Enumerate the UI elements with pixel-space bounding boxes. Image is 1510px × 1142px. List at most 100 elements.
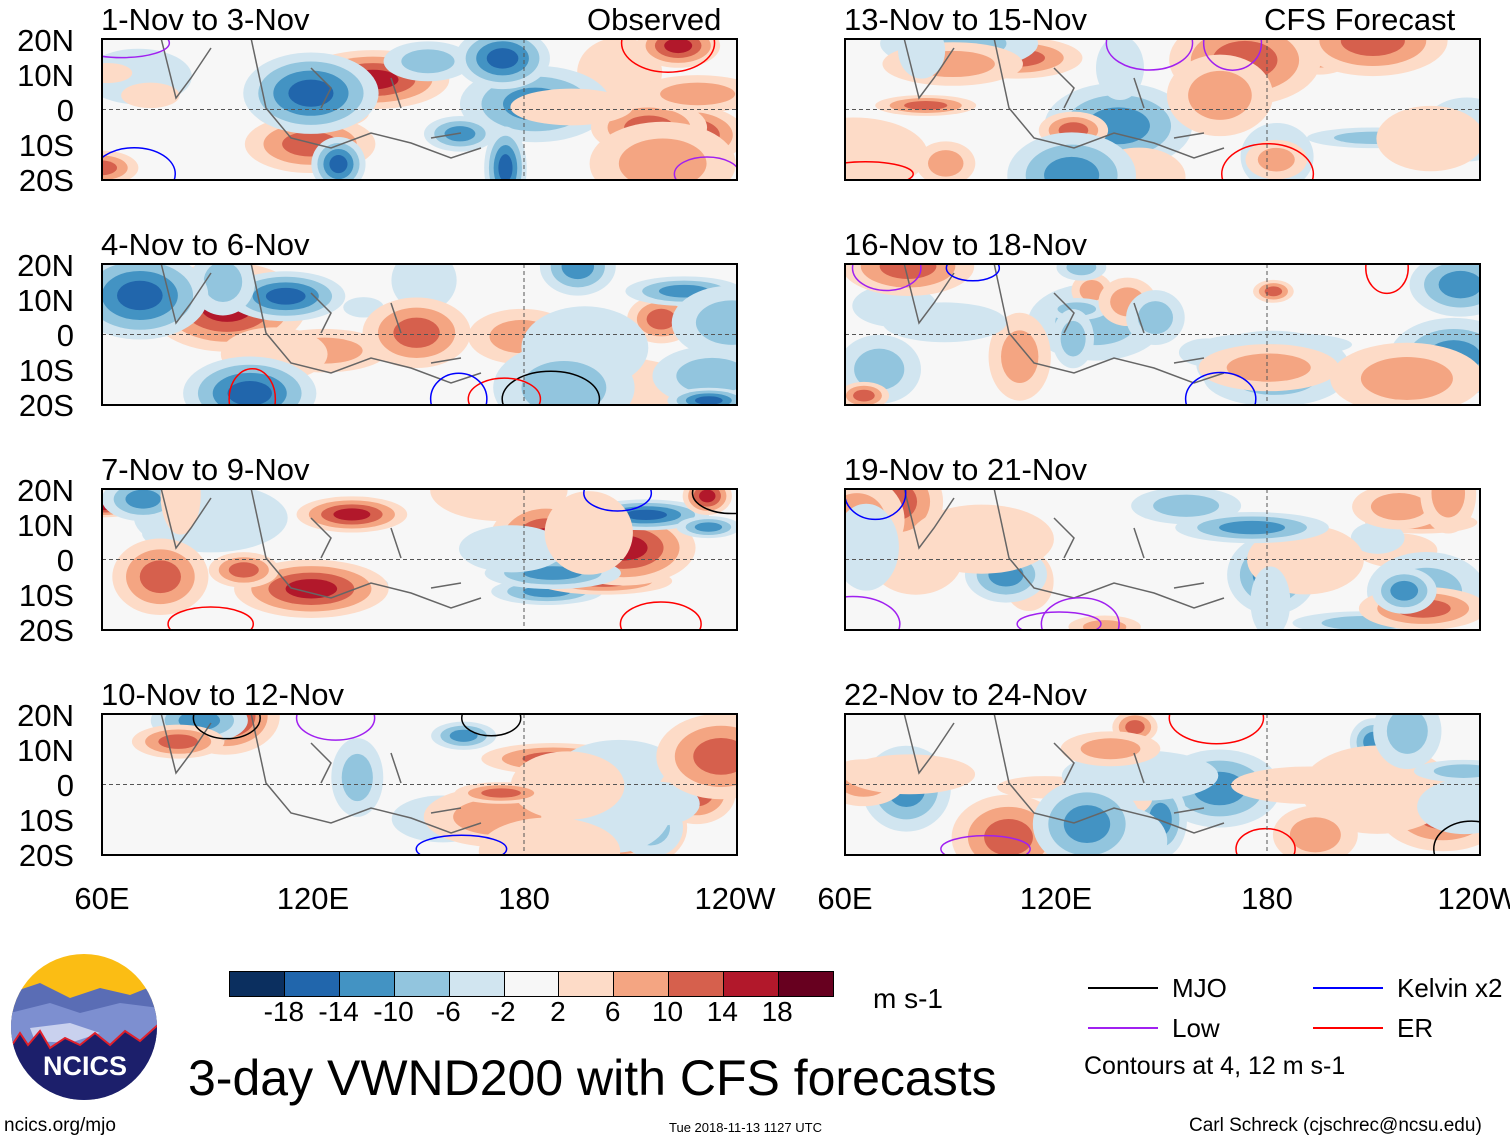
lat-label: 0 — [56, 768, 74, 803]
wave-contour — [940, 834, 1031, 856]
anomaly-shading — [1431, 488, 1466, 518]
anomaly-shading — [699, 489, 716, 503]
wave-contour — [192, 713, 261, 740]
lat-label: 20N — [17, 23, 74, 58]
wave-contour — [844, 161, 914, 181]
anomaly-shading — [481, 788, 521, 798]
wave-contour — [501, 370, 601, 406]
map-panel — [844, 38, 1481, 181]
wave-contour — [1168, 713, 1265, 745]
colorbar-swatch — [230, 972, 285, 996]
anomaly-shading — [904, 100, 948, 110]
lon-label-120e: 120E — [276, 881, 350, 916]
anomaly-shading — [909, 504, 1054, 574]
anomaly-shading — [1340, 38, 1405, 56]
wave-contour — [1365, 263, 1409, 295]
wave-contour — [945, 263, 1001, 282]
anomaly-shading — [117, 280, 163, 311]
timestamp: Tue 2018-11-13 1127 UTC — [669, 1120, 822, 1135]
colorbar-tick-label: -14 — [318, 996, 359, 1027]
anomaly-shading — [879, 263, 937, 280]
legend-label: ER — [1397, 1013, 1434, 1043]
anomaly-shading — [844, 117, 928, 181]
panel-title: 7-Nov to 9-Nov — [101, 452, 310, 487]
wave-contour — [1040, 597, 1120, 631]
figure-title: 3-day VWND200 with CFS forecasts — [188, 1050, 997, 1106]
anomaly-shading — [1188, 70, 1252, 120]
anomaly-shading — [1125, 720, 1145, 735]
colorbar-tick-label: -6 — [435, 996, 461, 1027]
anomaly-shading — [853, 389, 875, 402]
anomaly-shading — [1001, 330, 1039, 384]
anomaly-shading — [121, 82, 180, 109]
coastline — [160, 38, 482, 159]
wave-contour — [1235, 827, 1296, 856]
wave-contour — [583, 488, 653, 512]
anomaly-shading — [693, 738, 738, 775]
legend-label: Low — [1172, 1013, 1220, 1043]
website-link[interactable]: ncics.org/mjo — [4, 1115, 116, 1136]
anomaly-shading — [449, 729, 478, 742]
anomaly-shading — [401, 49, 455, 74]
anomaly-shading — [1080, 738, 1141, 760]
wave-contour — [1202, 38, 1263, 71]
colorbar — [229, 971, 834, 997]
wave-contour — [1184, 371, 1257, 406]
anomaly-shading — [694, 522, 723, 532]
wave-contour — [1433, 820, 1481, 856]
coastline — [903, 263, 1225, 384]
anomaly-shading — [844, 754, 976, 795]
anomaly-shading — [1079, 279, 1105, 302]
anomaly-shading — [882, 302, 1007, 343]
anomaly-shading — [646, 308, 676, 330]
anomaly-shading — [288, 79, 334, 107]
wave-contour — [295, 713, 376, 741]
lat-label: 10S — [18, 353, 74, 388]
wave-contour — [101, 38, 171, 59]
anomaly-shading — [458, 525, 565, 573]
anomaly-shading — [854, 348, 905, 391]
legend-line-low — [1088, 1027, 1158, 1029]
anomaly-shading — [510, 88, 633, 126]
wave-contour — [1105, 38, 1194, 71]
map-panel — [101, 488, 738, 631]
map-panel — [101, 38, 738, 181]
wave-contour — [620, 38, 716, 73]
observed-label: Observed — [587, 2, 722, 37]
wave-contour — [101, 146, 176, 181]
panel-title: 10-Nov to 12-Nov — [101, 677, 344, 712]
lat-label: 10S — [18, 578, 74, 613]
anomaly-shading — [125, 489, 161, 509]
lat-label: 10S — [18, 128, 74, 163]
anomaly-shading — [695, 300, 738, 345]
lon-label-120w: 120W — [694, 881, 776, 916]
colorbar-tick-label: 10 — [651, 996, 684, 1027]
colorbar-swatch — [394, 972, 450, 996]
anomaly-shading — [478, 817, 621, 856]
colorbar-swatch — [449, 972, 505, 996]
anomaly-shading — [265, 287, 306, 305]
coastline — [160, 488, 482, 609]
colorbar-swatch — [669, 972, 725, 996]
anomaly-shading — [676, 357, 738, 394]
lat-label: 10N — [17, 283, 74, 318]
colorbar-tick-label: -10 — [373, 996, 414, 1027]
anomaly-shading — [1370, 493, 1428, 521]
lat-label: 0 — [56, 93, 74, 128]
wave-contour — [1016, 611, 1102, 631]
anomaly-shading — [927, 150, 964, 177]
anomaly-shading — [1231, 766, 1391, 805]
anomaly-shading — [329, 155, 348, 174]
map-panel — [844, 488, 1481, 631]
lat-label: 20S — [18, 163, 74, 198]
wave-contour — [851, 263, 922, 292]
wave-contour — [844, 595, 901, 631]
anomaly-shading — [1137, 301, 1173, 335]
anomaly-shading — [844, 503, 899, 591]
colorbar-units: m s-1 — [873, 983, 943, 1014]
forecast-label: CFS Forecast — [1264, 2, 1456, 37]
anomaly-shading — [101, 160, 118, 176]
lon-label-120w-right: 120W — [1437, 881, 1510, 916]
legend-label: MJO — [1172, 973, 1227, 1003]
anomaly-shading — [660, 82, 736, 106]
